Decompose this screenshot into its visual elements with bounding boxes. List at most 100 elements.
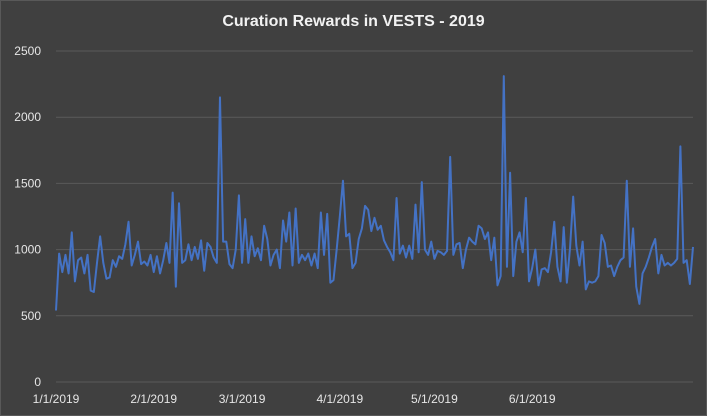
series-line bbox=[55, 75, 694, 311]
data-point bbox=[635, 286, 637, 288]
data-point bbox=[288, 212, 290, 214]
data-point bbox=[399, 253, 401, 255]
data-point bbox=[273, 254, 275, 256]
data-point bbox=[348, 233, 350, 235]
data-point bbox=[594, 280, 596, 282]
data-point bbox=[200, 239, 202, 241]
data-point bbox=[181, 262, 183, 264]
data-point bbox=[323, 254, 325, 256]
data-point bbox=[528, 280, 530, 282]
data-point bbox=[96, 262, 98, 264]
data-point bbox=[374, 217, 376, 219]
data-point bbox=[276, 249, 278, 251]
data-point bbox=[165, 242, 167, 244]
data-point bbox=[487, 231, 489, 233]
data-point bbox=[124, 243, 126, 245]
data-point bbox=[301, 254, 303, 256]
data-point bbox=[213, 257, 215, 259]
data-point bbox=[260, 259, 262, 261]
data-point bbox=[679, 145, 681, 147]
data-point bbox=[408, 245, 410, 247]
data-point bbox=[216, 262, 218, 264]
data-point bbox=[654, 238, 656, 240]
data-point bbox=[623, 257, 625, 259]
data-point bbox=[137, 241, 139, 243]
data-point bbox=[232, 267, 234, 269]
data-point bbox=[522, 251, 524, 253]
data-point bbox=[140, 263, 142, 265]
data-point bbox=[550, 251, 552, 253]
data-point bbox=[604, 242, 606, 244]
data-point bbox=[251, 235, 253, 237]
data-point bbox=[405, 257, 407, 259]
y-tick-label: 500 bbox=[21, 309, 41, 323]
data-point bbox=[531, 267, 533, 269]
data-point bbox=[134, 254, 136, 256]
data-point bbox=[285, 241, 287, 243]
data-point bbox=[257, 247, 259, 249]
data-point bbox=[364, 205, 366, 207]
data-point bbox=[676, 258, 678, 260]
data-point bbox=[553, 221, 555, 223]
x-tick-label: 1/1/2019 bbox=[33, 392, 80, 406]
data-point bbox=[449, 156, 451, 158]
data-point bbox=[295, 208, 297, 210]
data-point bbox=[225, 241, 227, 243]
data-point bbox=[77, 259, 79, 261]
data-point bbox=[361, 227, 363, 229]
data-point bbox=[575, 245, 577, 247]
data-point bbox=[336, 249, 338, 251]
data-point bbox=[569, 247, 571, 249]
data-point bbox=[228, 263, 230, 265]
data-point bbox=[591, 282, 593, 284]
data-point bbox=[68, 272, 70, 274]
data-point bbox=[298, 262, 300, 264]
data-point bbox=[64, 254, 66, 256]
data-point bbox=[61, 271, 63, 273]
data-point bbox=[203, 270, 205, 272]
data-point bbox=[222, 241, 224, 243]
data-point bbox=[616, 266, 618, 268]
data-point bbox=[58, 253, 60, 255]
data-point bbox=[556, 266, 558, 268]
data-point bbox=[440, 251, 442, 253]
data-point bbox=[178, 202, 180, 204]
data-point bbox=[411, 258, 413, 260]
data-point bbox=[670, 264, 672, 266]
data-point bbox=[430, 241, 432, 243]
data-point bbox=[93, 291, 95, 293]
data-point bbox=[219, 96, 221, 98]
x-tick-label: 6/1/2019 bbox=[509, 392, 556, 406]
data-point bbox=[459, 242, 461, 244]
data-point bbox=[386, 246, 388, 248]
data-point bbox=[607, 266, 609, 268]
data-point bbox=[153, 271, 155, 273]
data-point bbox=[424, 249, 426, 251]
data-point bbox=[358, 238, 360, 240]
data-point bbox=[642, 272, 644, 274]
y-tick-label: 2500 bbox=[14, 44, 41, 58]
data-point bbox=[452, 254, 454, 256]
data-point bbox=[191, 259, 193, 261]
data-point bbox=[689, 283, 691, 285]
x-tick-label: 3/1/2019 bbox=[219, 392, 266, 406]
y-tick-label: 2000 bbox=[14, 110, 41, 124]
data-point bbox=[266, 238, 268, 240]
data-point bbox=[74, 280, 76, 282]
data-point bbox=[582, 241, 584, 243]
data-point bbox=[71, 231, 73, 233]
data-point bbox=[613, 275, 615, 277]
data-point bbox=[433, 258, 435, 260]
data-point bbox=[80, 257, 82, 259]
data-point bbox=[660, 254, 662, 256]
data-point bbox=[578, 264, 580, 266]
data-point bbox=[326, 213, 328, 215]
data-point bbox=[541, 268, 543, 270]
data-point bbox=[351, 267, 353, 269]
data-point bbox=[396, 197, 398, 199]
data-point bbox=[197, 258, 199, 260]
x-tick-label: 5/1/2019 bbox=[411, 392, 458, 406]
data-point bbox=[664, 264, 666, 266]
